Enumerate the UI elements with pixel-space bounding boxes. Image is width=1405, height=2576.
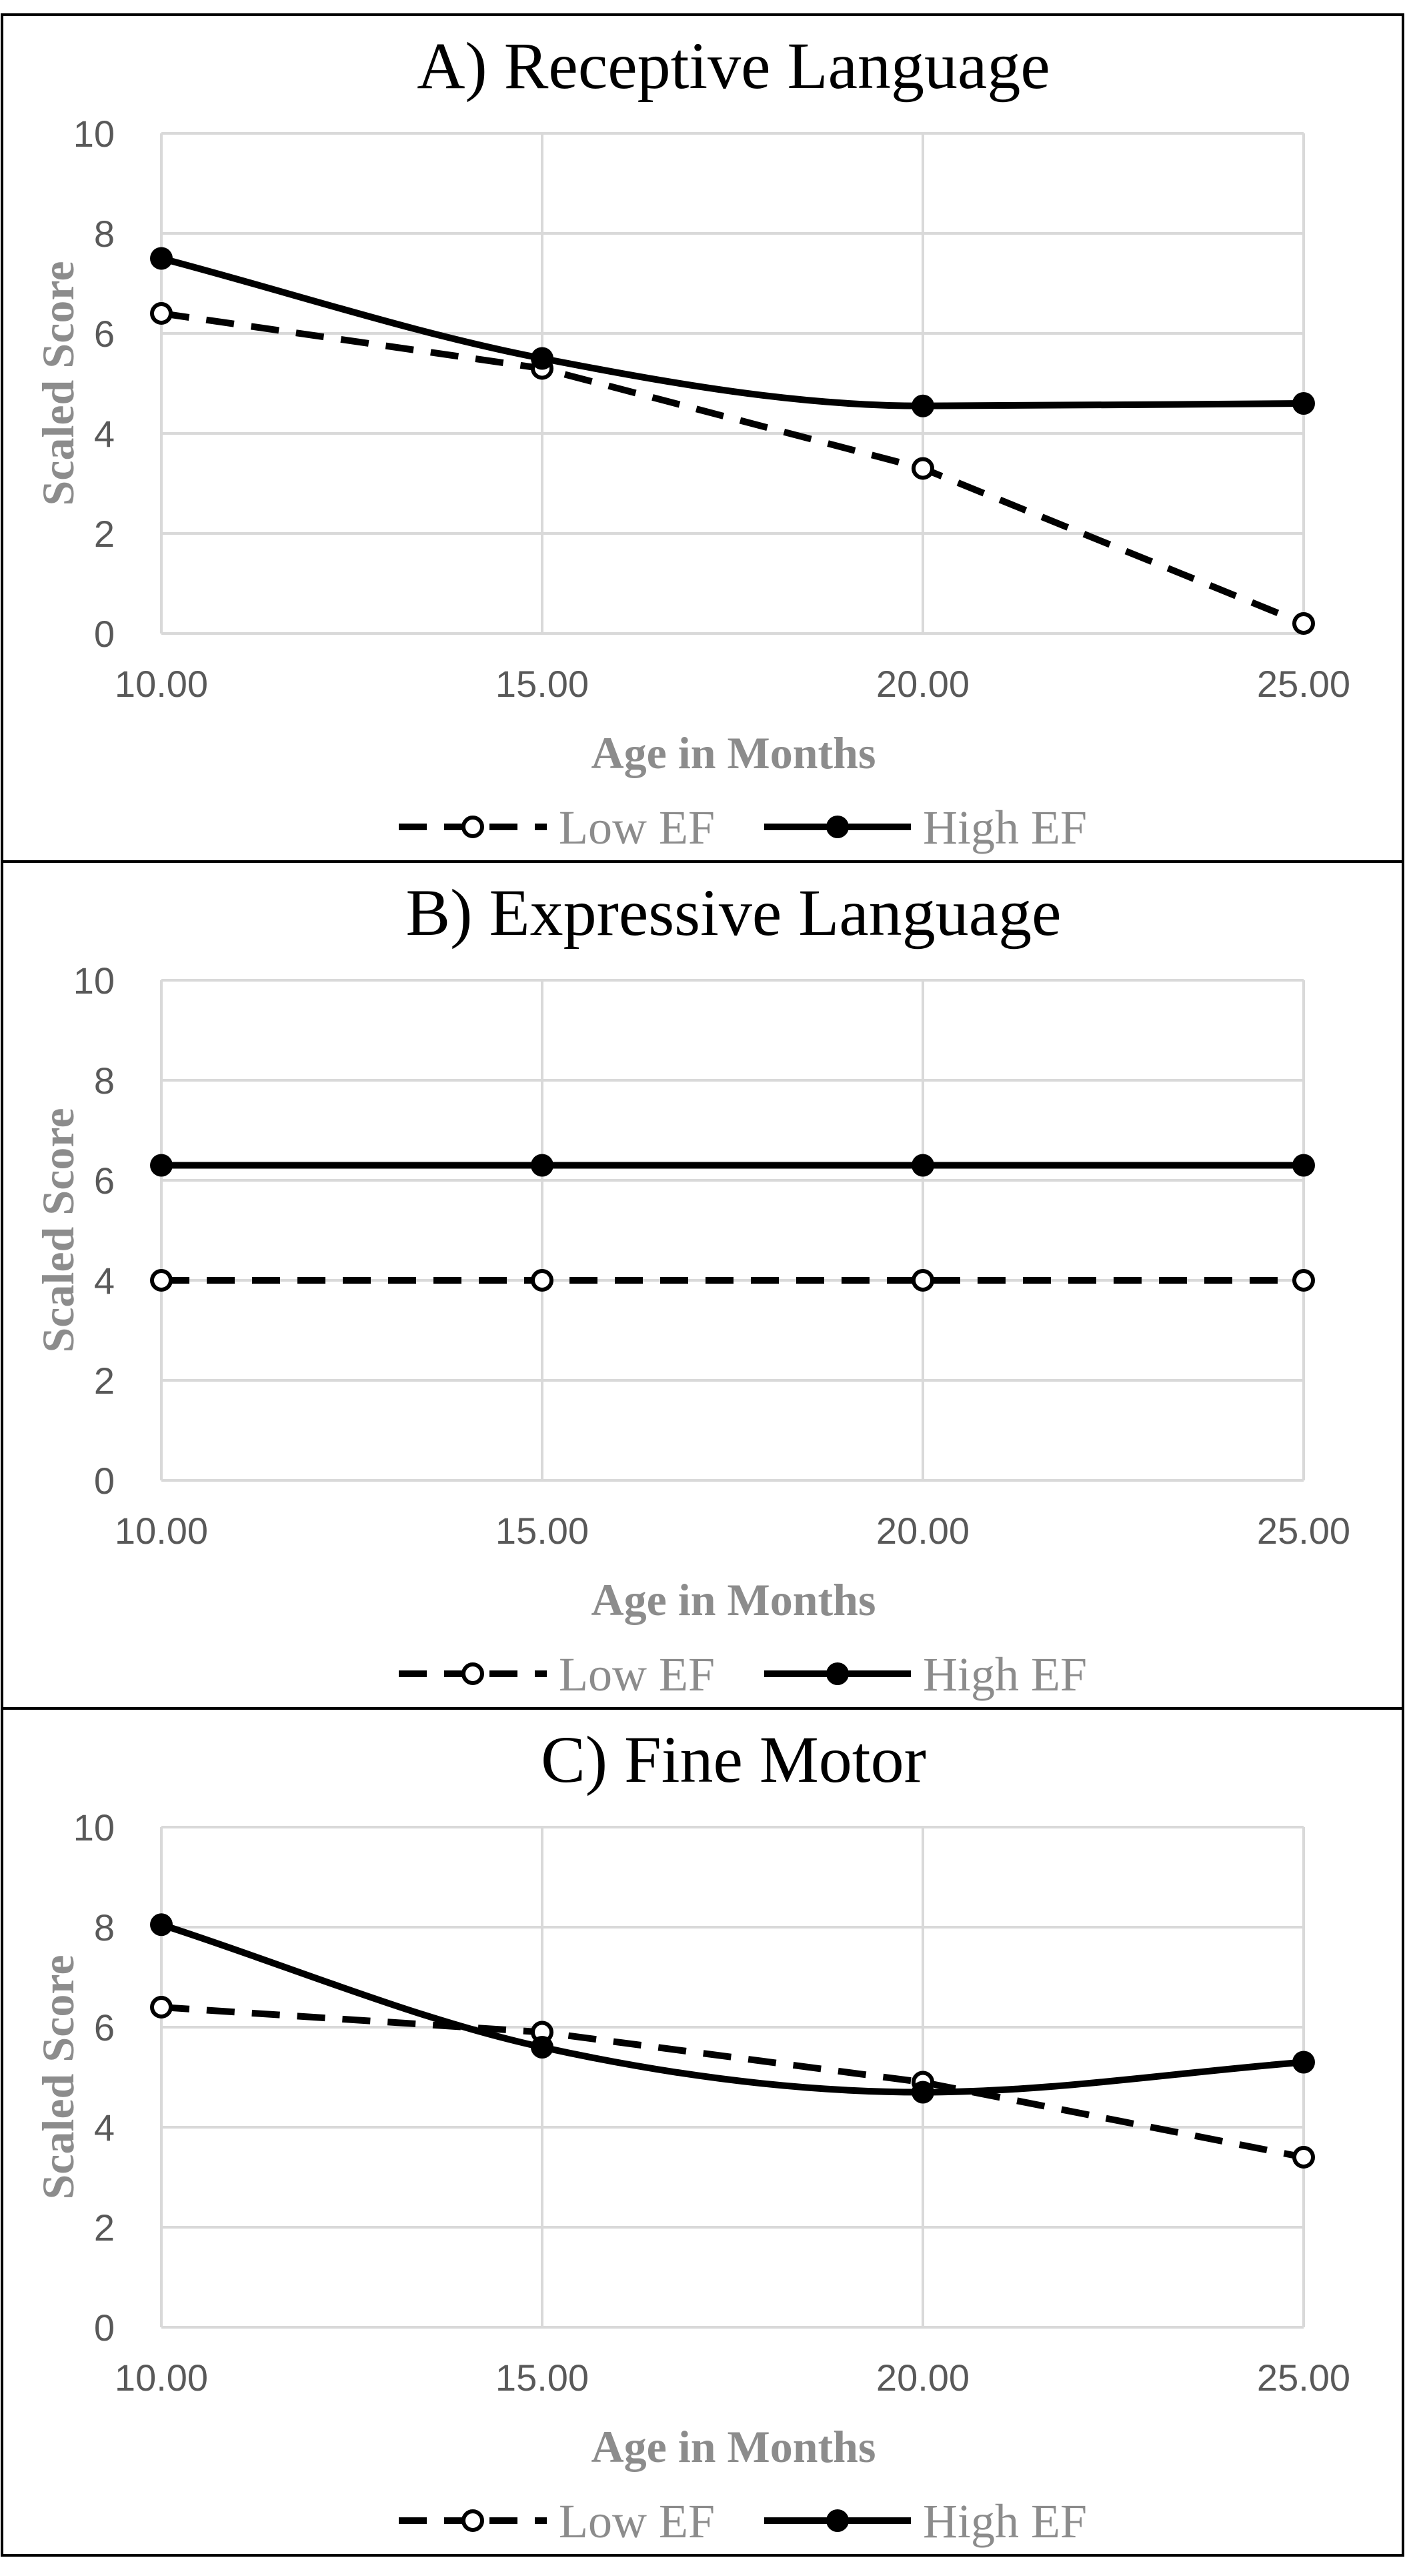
panel-b-series-low-ef-point	[912, 1269, 934, 1292]
panel-b-legend-low-ef-marker	[461, 1662, 484, 1685]
panel-b-y-tick-label: 10	[73, 960, 115, 1002]
panel-a: A) Receptive Language 0 2 4 6 8 10 10.00 15.00 20…	[1, 13, 1404, 863]
panel-b-x-tick-label: 10.00	[115, 1510, 208, 1552]
panel-c-y-tick-label: 0	[94, 2307, 115, 2349]
panel-b-series-low-ef-point	[531, 1269, 553, 1292]
panel-a-y-tick-label: 2	[94, 513, 115, 555]
panel-a-series-high-ef-point	[912, 394, 934, 417]
panel-c-series-low-ef-point	[150, 1996, 173, 2019]
panel-c-x-tick-label: 20.00	[876, 2357, 970, 2399]
panel-a-legend-high-ef-marker	[826, 816, 849, 838]
panel-b-series-high-ef-point	[531, 1154, 553, 1177]
panel-c: C) Fine Motor 0 2 4 6 8 10 10.00 15.00 20.00 25.00…	[1, 1707, 1404, 2557]
panel-b-series-low-ef-point	[1292, 1269, 1315, 1292]
panel-a-y-tick-label: 6	[94, 313, 115, 355]
panel-a-x-axis-title: Age in Months	[591, 728, 876, 778]
panel-b-x-axis-title: Age in Months	[591, 1574, 876, 1625]
panel-b-series-high-ef-point	[912, 1154, 934, 1177]
panel-c-x-tick-label: 10.00	[115, 2357, 208, 2399]
panel-a-x-tick-label: 10.00	[115, 663, 208, 705]
panel-a-title: A) Receptive Language	[417, 29, 1050, 103]
panel-b-y-tick-label: 4	[94, 1260, 115, 1302]
panel-c-x-axis-title: Age in Months	[591, 2421, 876, 2472]
panel-a-y-tick-label: 0	[94, 613, 115, 655]
panel-a-series-high-ef-point	[150, 247, 173, 270]
panel-c-y-tick-label: 6	[94, 2007, 115, 2049]
panel-a-legend-high-ef-label: High EF	[923, 801, 1087, 854]
panel-c-border	[1, 1707, 1404, 2557]
panel-c-x-tick-label: 15.00	[495, 2357, 589, 2399]
panel-c-x-tick-label: 25.00	[1257, 2357, 1350, 2399]
panel-a-legend-low-ef-label: Low EF	[559, 801, 715, 854]
panel-b-x-tick-label: 15.00	[495, 1510, 589, 1552]
panel-b-legend-high-ef-marker	[826, 1662, 849, 1685]
panel-b-legend-low-ef-label: Low EF	[559, 1648, 715, 1701]
panel-c-legend-high-ef-marker	[826, 2509, 849, 2532]
panel-a-series-low-ef-point	[1292, 612, 1315, 635]
panel-c-y-tick-label: 2	[94, 2207, 115, 2249]
panel-c-y-tick-label: 10	[73, 1806, 115, 1848]
panel-c-series-high-ef-line	[160, 1921, 1304, 2096]
panel-c-series-low-ef-line	[161, 2004, 1304, 2161]
panel-a-y-axis-title: Scaled Score	[33, 261, 83, 505]
panel-c-y-tick-label: 4	[94, 2107, 115, 2149]
panel-b-title: B) Expressive Language	[405, 876, 1061, 950]
panel-a-y-tick-label: 8	[94, 213, 115, 255]
panel-b-series-low-ef-point	[150, 1269, 173, 1292]
panel-c-legend-low-ef-marker	[461, 2509, 484, 2532]
panel-b-y-tick-label: 6	[94, 1160, 115, 1202]
panel-b-y-axis-title: Scaled Score	[33, 1108, 83, 1352]
panel-a-series-high-ef-line	[160, 255, 1304, 409]
panel-c-y-axis-title: Scaled Score	[33, 1955, 83, 2199]
panel-c-y-tick-label: 8	[94, 1906, 115, 1949]
panel-a-legend-low-ef-marker	[461, 816, 484, 838]
panel-a-series-high-ef-point	[531, 347, 553, 370]
panel-a-series-low-ef-point	[150, 302, 173, 325]
panel-a-x-tick-label: 15.00	[495, 663, 589, 705]
panel-b: B) Expressive Language 0 2 4 6 8 10 10.00 15.00 2…	[1, 860, 1404, 1710]
panel-b-y-tick-label: 0	[94, 1460, 115, 1502]
panel-a-series-high-ef-point	[1292, 392, 1315, 415]
panel-c-legend: Low EF High EF	[399, 2495, 1087, 2548]
panel-a-y-tick-label: 4	[94, 413, 115, 455]
panel-a-legend: Low EF High EF	[399, 801, 1087, 854]
panel-b-series-high-ef-point	[1292, 1154, 1315, 1177]
panel-c-title: C) Fine Motor	[541, 1722, 926, 1796]
panel-b-legend: Low EF High EF	[399, 1648, 1087, 1701]
panel-c-series-low-ef-point	[1292, 2146, 1315, 2169]
panel-c-legend-low-ef-label: Low EF	[559, 2495, 715, 2548]
panel-c-series-high-ef-point	[1292, 2051, 1315, 2074]
panel-b-x-tick-label: 25.00	[1257, 1510, 1350, 1552]
panel-c-series-high-ef-point	[150, 1913, 173, 1937]
panel-b-series-high-ef-point	[150, 1154, 173, 1177]
panel-c-series-high-ef-point	[912, 2081, 934, 2104]
panel-c-legend-high-ef-label: High EF	[923, 2495, 1087, 2548]
panel-a-series-low-ef-line	[161, 310, 1305, 627]
panel-a-y-tick-label: 10	[73, 113, 115, 155]
panel-b-x-tick-label: 20.00	[876, 1510, 970, 1552]
panel-a-series-low-ef-point	[912, 457, 934, 480]
panel-a-x-tick-label: 25.00	[1257, 663, 1350, 705]
panel-b-legend-high-ef-label: High EF	[923, 1648, 1087, 1701]
panel-c-series-high-ef-point	[531, 2036, 553, 2059]
panel-b-y-tick-label: 2	[94, 1360, 115, 1402]
panel-a-x-tick-label: 20.00	[876, 663, 970, 705]
panel-b-y-tick-label: 8	[94, 1060, 115, 1102]
